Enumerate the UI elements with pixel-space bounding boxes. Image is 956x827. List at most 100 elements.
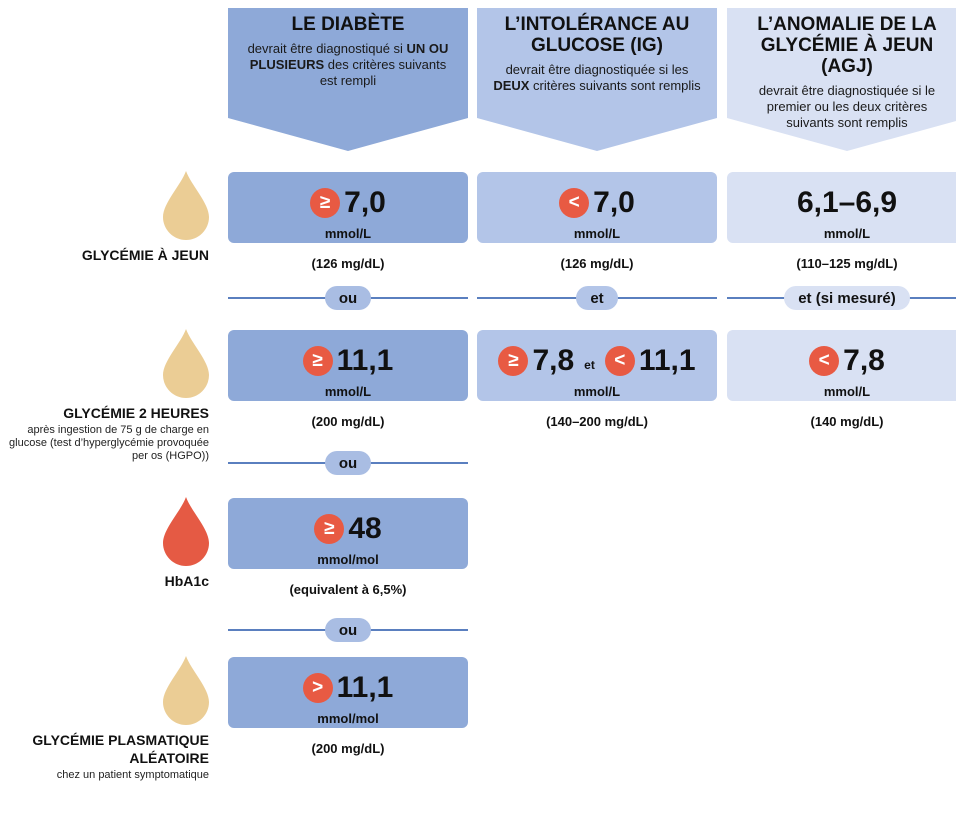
- separator-pill: ou: [324, 286, 372, 310]
- drop: [163, 656, 209, 725]
- value: 11,1: [336, 671, 394, 704]
- criterion-name: GLYCÉMIE PLASMATIQUE ALÉATOIRE: [32, 732, 209, 766]
- header-description: devrait être diagnostiquée si les DEUX c…: [483, 62, 711, 94]
- drop-icon: [163, 656, 209, 725]
- description-part: UN OU PLUSIEURS: [249, 41, 453, 72]
- value: 11,1: [638, 344, 696, 377]
- unit: mmol/mol: [317, 552, 379, 567]
- sign-badge: <: [559, 188, 590, 218]
- value-line: 6,1–6,9: [797, 186, 897, 220]
- criterion-box: 6,1–6,9 mmol/L: [727, 172, 956, 243]
- header-title: LE DIABÈTE: [291, 14, 405, 35]
- value: 48: [348, 512, 382, 545]
- header: L’ANOMALIE DE LA GLYCÉMIE À JEUN (AGJ) de…: [733, 14, 956, 131]
- separator: ou: [228, 618, 468, 642]
- value-line: <7,8: [809, 344, 885, 378]
- criterion-label: GLYCÉMIE PLASMATIQUE ALÉATOIRE chez un pa…: [4, 731, 209, 782]
- unit: mmol/L: [324, 226, 372, 241]
- note: (126 mg/dL): [311, 256, 385, 271]
- joiner: et: [584, 358, 595, 372]
- drop-icon: [163, 329, 209, 398]
- value-line: ≥11,1: [302, 344, 394, 378]
- sign-badge: ≥: [302, 346, 333, 376]
- unit: mmol/L: [573, 384, 621, 399]
- criterion-box: ≥7,0 mmol/L: [228, 172, 468, 243]
- sign-badge: ≥: [314, 514, 345, 544]
- header-title: L’ANOMALIE DE LA GLYCÉMIE À JEUN (AGJ): [757, 14, 937, 77]
- description-part: DEUX: [493, 78, 530, 93]
- header: L’INTOLÉRANCE AU GLUCOSE (IG) devrait êtr…: [483, 14, 711, 94]
- unit: mmol/L: [324, 384, 372, 399]
- description-part: devrait être diagnostiqué si: [247, 41, 407, 56]
- header-arrow: [477, 8, 717, 151]
- value-line: ≥7,8 et <11,1: [498, 344, 696, 378]
- description-part: des critères suivants est rempli: [319, 57, 450, 88]
- sign-badge: <: [604, 346, 635, 376]
- criterion-sublabel: chez un patient symptomatique: [56, 769, 209, 781]
- value: 7,0: [344, 186, 386, 219]
- criterion-box: >11,1 mmol/mol: [228, 657, 468, 728]
- criterion-box: ≥48 mmol/mol: [228, 498, 468, 569]
- header-shape: [477, 8, 717, 151]
- criterion-name: GLYCÉMIE À JEUN: [81, 247, 209, 263]
- separator: ou: [228, 286, 468, 310]
- value-line: >11,1: [302, 671, 394, 705]
- value-line: <7,0: [559, 186, 635, 220]
- separator: ou: [228, 451, 468, 475]
- description-part: devrait être diagnostiquée si les: [505, 62, 693, 77]
- criterion-label: GLYCÉMIE 2 HEURES après ingestion de 75 g…: [4, 404, 209, 463]
- drop-icon: [163, 171, 209, 240]
- unit: mmol/L: [823, 384, 871, 399]
- criterion-label: HbA1c: [4, 572, 209, 590]
- header-arrow: [228, 8, 468, 151]
- note: (200 mg/dL): [311, 414, 385, 429]
- header-description: devrait être diagnostiquée si le premier…: [733, 83, 956, 131]
- header-shape: [228, 8, 468, 151]
- header-arrow: [727, 8, 956, 151]
- drop: [163, 329, 209, 398]
- note: (140 mg/dL): [810, 414, 884, 429]
- criterion-box: <7,8 mmol/L: [727, 330, 956, 401]
- sign-badge: ≥: [310, 188, 341, 218]
- header-shape: [727, 8, 956, 151]
- unit: mmol/L: [823, 226, 871, 241]
- value: 7,8: [843, 344, 885, 377]
- value-line: ≥7,0: [310, 186, 386, 220]
- unit: mmol/mol: [317, 711, 379, 726]
- criterion-name: GLYCÉMIE 2 HEURES: [63, 405, 209, 421]
- drop: [163, 497, 209, 566]
- separator-pill: ou: [324, 451, 372, 475]
- description-part: critères suivants sont remplis: [529, 78, 701, 93]
- note: (equivalent à 6,5%): [289, 582, 407, 597]
- separator: et: [477, 286, 717, 310]
- separator-pill: et (si mesuré): [784, 286, 910, 310]
- criterion-box: <7,0 mmol/L: [477, 172, 717, 243]
- value-line: ≥48: [314, 512, 382, 546]
- criterion-box: ≥7,8 et <11,1 mmol/L: [477, 330, 717, 401]
- criterion-label: GLYCÉMIE À JEUN: [4, 246, 209, 264]
- drop-icon: [163, 497, 209, 566]
- sign-badge: <: [809, 346, 840, 376]
- description-part: devrait être diagnostiquée si le premier…: [758, 83, 939, 130]
- separator: et (si mesuré): [727, 286, 956, 310]
- header-title: L’INTOLÉRANCE AU GLUCOSE (IG): [504, 14, 690, 56]
- header-description: devrait être diagnostiqué si UN OU PLUSI…: [234, 41, 462, 89]
- note: (126 mg/dL): [560, 256, 634, 271]
- note: (110–125 mg/dL): [796, 256, 898, 271]
- criterion-sublabel: après ingestion de 75 g de charge en glu…: [9, 424, 209, 462]
- criterion-box: ≥11,1 mmol/L: [228, 330, 468, 401]
- value: 7,0: [593, 186, 635, 219]
- sign-badge: ≥: [498, 346, 529, 376]
- drop: [163, 171, 209, 240]
- unit: mmol/L: [573, 226, 621, 241]
- note: (200 mg/dL): [311, 741, 385, 756]
- value: 7,8: [532, 344, 575, 377]
- value: 6,1–6,9: [796, 186, 898, 219]
- note: (140–200 mg/dL): [546, 414, 648, 429]
- criterion-name: HbA1c: [164, 573, 209, 589]
- separator-pill: ou: [324, 618, 372, 642]
- sign-badge: >: [302, 673, 333, 703]
- value: 11,1: [336, 344, 394, 377]
- header: LE DIABÈTE devrait être diagnostiqué si U…: [234, 14, 462, 89]
